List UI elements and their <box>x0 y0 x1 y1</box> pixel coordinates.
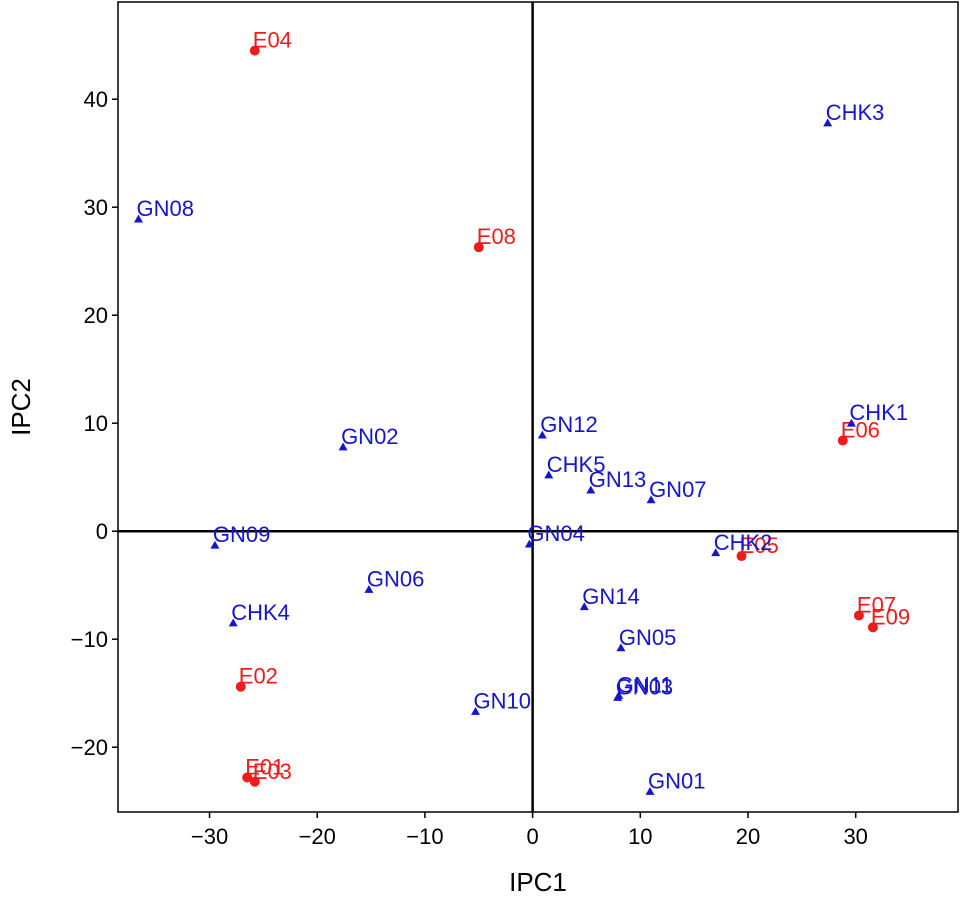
point-label-chk3: CHK3 <box>826 100 885 125</box>
y-tick-label: 30 <box>84 195 108 220</box>
point-label-gn13: GN13 <box>589 467 646 492</box>
point-label-e02: E02 <box>239 664 278 689</box>
environment-point-e01 <box>242 772 253 783</box>
point-label-gn03: GN03 <box>616 675 673 700</box>
genotype-point-chk4 <box>228 618 238 627</box>
point-label-chk1: CHK1 <box>849 400 908 425</box>
genotype-point-gn05 <box>616 643 626 652</box>
y-tick-label: −10 <box>71 627 108 652</box>
point-label-gn10: GN10 <box>474 689 531 714</box>
y-axis-label: IPC2 <box>6 378 36 436</box>
environment-point-e08 <box>473 242 484 253</box>
point-label-gn01: GN01 <box>648 768 705 793</box>
genotype-point-gn08 <box>133 214 143 223</box>
point-label-gn14: GN14 <box>582 584 639 609</box>
genotype-point-gn09 <box>210 540 220 549</box>
genotype-point-gn04 <box>524 539 534 548</box>
axis-ticks: −30 −20 −10 0 10 20 30 −20 −10 0 10 20 30 40 <box>71 87 868 849</box>
y-tick-label: 10 <box>84 411 108 436</box>
genotype-point-chk3 <box>823 118 833 127</box>
genotype-point-gn13 <box>586 485 596 494</box>
point-label-gn04: GN04 <box>527 521 584 546</box>
point-label-chk2: CHK2 <box>714 530 773 555</box>
x-tick-label: −20 <box>299 824 336 849</box>
environment-point-e09 <box>867 622 878 633</box>
point-label-gn05: GN05 <box>619 625 676 650</box>
genotype-point-chk5 <box>544 470 554 479</box>
environment-point-e06 <box>837 435 848 446</box>
environment-point-e02 <box>235 681 246 692</box>
point-label-gn06: GN06 <box>367 567 424 592</box>
x-tick-label: −10 <box>406 824 443 849</box>
environment-point-e05 <box>736 551 747 562</box>
y-tick-label: 0 <box>96 519 108 544</box>
genotype-point-chk1 <box>846 418 856 427</box>
x-tick-label: 30 <box>843 824 867 849</box>
point-label-e06: E06 <box>841 417 880 442</box>
point-label-e09: E09 <box>871 604 910 629</box>
y-tick-label: 40 <box>84 87 108 112</box>
point-label-gn08: GN08 <box>136 196 193 221</box>
y-tick-label: 20 <box>84 303 108 328</box>
point-label-e03: E03 <box>253 759 292 784</box>
data-points: E01 E02 E03 E04 E05 E06 E07 E08 E09 CHK1 CHK2 CHK3 C… <box>133 28 910 795</box>
genotype-point-gn07 <box>646 495 656 504</box>
point-label-e01: E01 <box>245 754 284 779</box>
x-tick-label: 0 <box>526 824 538 849</box>
environment-point-e07 <box>853 610 864 621</box>
point-label-e04: E04 <box>253 28 292 53</box>
reference-lines <box>118 2 958 812</box>
genotype-point-gn02 <box>338 442 348 451</box>
environment-point-e04 <box>249 45 260 56</box>
plot-frame <box>117 1 959 813</box>
point-label-gn09: GN09 <box>213 522 270 547</box>
environment-point-e03 <box>249 776 260 787</box>
y-tick-label: −20 <box>71 735 108 760</box>
genotype-point-gn14 <box>579 602 589 611</box>
x-axis-label: IPC1 <box>509 867 567 897</box>
genotype-point-gn06 <box>364 585 374 593</box>
point-label-chk4: CHK4 <box>231 600 290 625</box>
genotype-point-gn01 <box>645 786 655 795</box>
x-tick-label: 20 <box>736 824 760 849</box>
point-label-gn02: GN02 <box>341 424 398 449</box>
genotype-point-chk2 <box>711 548 721 557</box>
genotype-point-gn12 <box>537 430 547 439</box>
point-label-e05: E05 <box>740 533 779 558</box>
x-tick-label: 10 <box>628 824 652 849</box>
point-label-e07: E07 <box>857 592 896 617</box>
point-label-chk5: CHK5 <box>547 452 606 477</box>
point-label-gn07: GN07 <box>649 477 706 502</box>
genotype-point-gn11 <box>614 690 624 699</box>
genotype-point-gn10 <box>471 707 481 715</box>
point-label-e08: E08 <box>477 224 516 249</box>
point-label-gn12: GN12 <box>540 412 597 437</box>
x-tick-label: −30 <box>191 824 228 849</box>
point-label-gn11: GN11 <box>617 672 673 697</box>
